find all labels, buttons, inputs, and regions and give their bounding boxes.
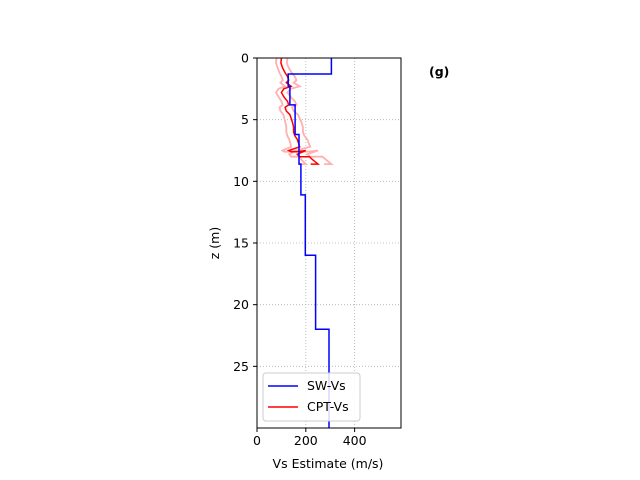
- series-layer: [274, 57, 334, 428]
- y-tick-label: 15: [233, 236, 249, 251]
- x-axis-label: Vs Estimate (m/s): [273, 456, 384, 471]
- legend-label-sw-vs: SW-Vs: [307, 378, 346, 393]
- y-axis-label: z (m): [207, 227, 222, 259]
- panel-label: (g): [429, 64, 449, 79]
- legend: SW-Vs CPT-Vs: [262, 372, 361, 422]
- series-line-bound-3: [285, 57, 334, 166]
- legend-box: [262, 372, 361, 422]
- y-tick-label: 10: [233, 174, 249, 189]
- x-tick-label: 200: [294, 433, 318, 448]
- ticks: 0 200 400 0 5 10 15 20 25: [233, 51, 367, 449]
- y-tick-label: 25: [233, 359, 249, 374]
- y-tick-label: 5: [241, 112, 249, 127]
- x-tick-label: 400: [343, 433, 367, 448]
- y-tick-label: 20: [233, 297, 249, 312]
- series-line-sw-vs: [287, 58, 333, 428]
- x-tick-label: 0: [253, 433, 261, 448]
- y-tick-label: 0: [241, 51, 249, 66]
- legend-label-cpt-vs: CPT-Vs: [307, 399, 349, 414]
